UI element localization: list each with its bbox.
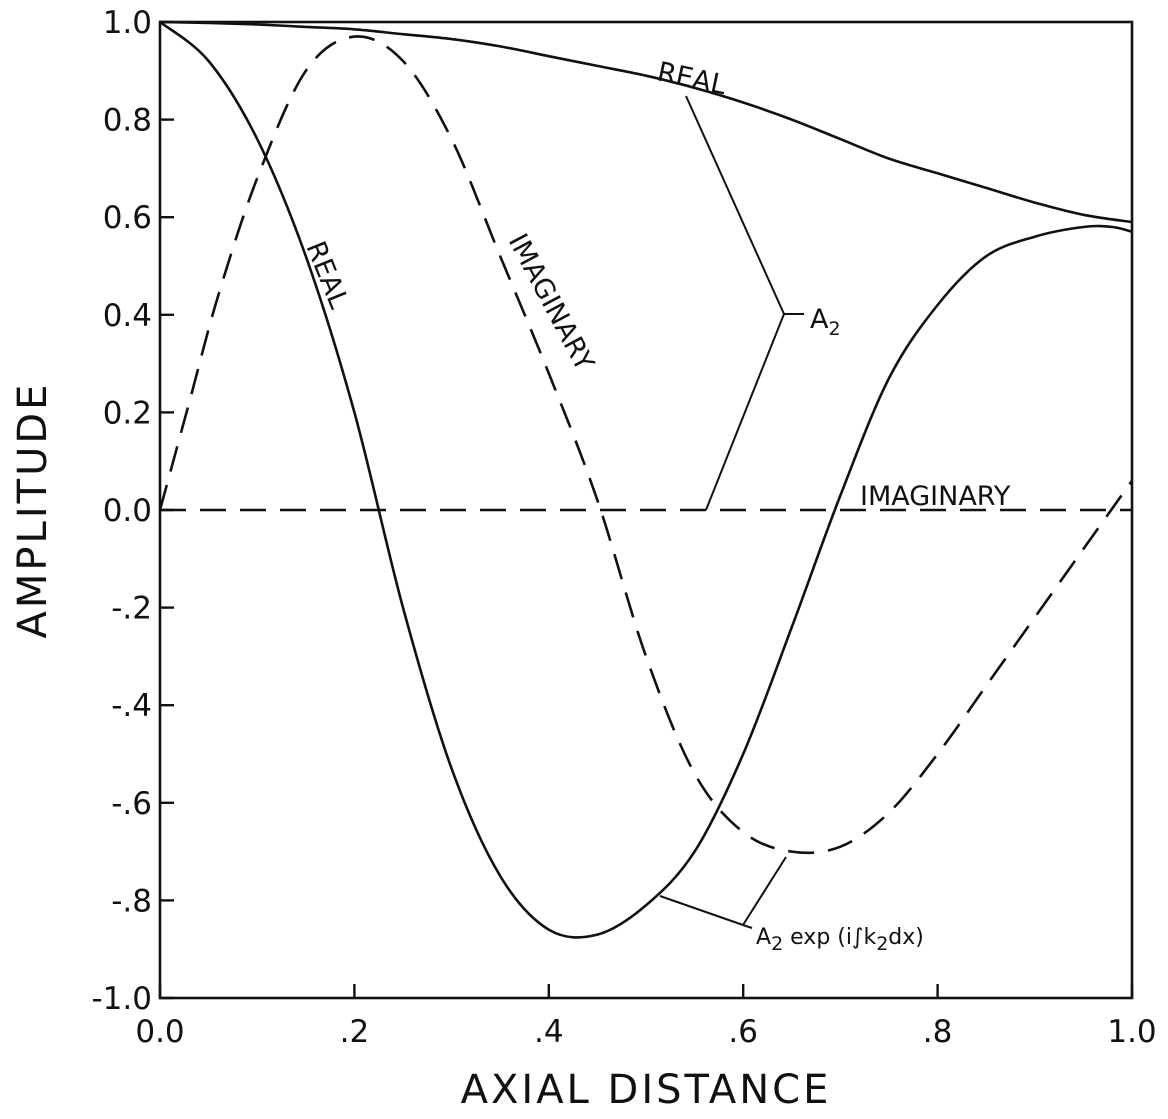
y-tick-label: 0.6 (103, 200, 152, 236)
x-axis-title: AXIAL DISTANCE (461, 1067, 832, 1113)
label-a2exp-rest1: exp (i (783, 925, 852, 950)
y-tick-label: -.6 (111, 786, 152, 822)
label-a2exp-integral: ∫ (852, 925, 863, 950)
label-imaginary-right: IMAGINARY (860, 481, 1011, 512)
a2exp-leader-1 (659, 895, 753, 929)
label-a2exp-rest3: dx) (888, 925, 924, 950)
label-a2exp-sub: 2 (771, 933, 783, 955)
a2exp-real-curve (159, 20, 1133, 939)
a2-leader-top (685, 95, 804, 315)
a2-leader-bottom (705, 313, 785, 511)
y-tick-label: -1.0 (92, 981, 153, 1017)
label-a2exp-sub2: 2 (876, 933, 888, 955)
label-a2-exp: A2 exp (i∫k2dx) (756, 925, 924, 955)
x-axis-ticks: 0.0 .2 .4 .6 .8 1.0 (135, 984, 1157, 1050)
y-axis-title: AMPLITUDE (10, 382, 56, 639)
label-real-left: REAL (300, 237, 355, 313)
y-tick-label: 0.8 (103, 103, 152, 139)
x-tick-label: .6 (728, 1014, 758, 1050)
label-a2exp-rest2: k (863, 925, 876, 950)
a2-real-curve (159, 20, 1133, 224)
label-a2-main: A (810, 304, 829, 335)
x-tick-label: .2 (340, 1014, 370, 1050)
y-tick-label: 0.0 (103, 493, 152, 529)
y-tick-label: -.4 (111, 688, 152, 724)
y-tick-label: -.2 (111, 591, 152, 627)
y-tick-label: 1.0 (103, 5, 152, 41)
label-imaginary-diag: IMAGINARY (502, 229, 600, 377)
x-tick-label: 1.0 (1107, 1014, 1156, 1050)
x-tick-label: .8 (923, 1014, 953, 1050)
a2exp-leader-2 (742, 856, 787, 926)
y-tick-label: -.8 (111, 883, 152, 919)
series-layer (158, 20, 1134, 939)
y-tick-label: 0.4 (103, 298, 152, 334)
label-a2-sub: 2 (828, 318, 840, 340)
label-a2exp-main: A (756, 925, 771, 950)
y-axis-ticks: 1.0 0.8 0.6 0.4 0.2 0.0 -.2 -.4 -.6 -.8 -1.0 (92, 5, 174, 1017)
label-real-top: REAL (655, 57, 729, 102)
x-tick-label: 0.0 (135, 1014, 184, 1050)
x-tick-label: .4 (534, 1014, 564, 1050)
label-a2: A2 (810, 304, 841, 340)
y-tick-label: 0.2 (103, 395, 152, 431)
a2exp-imaginary-curve (158, 35, 1134, 855)
